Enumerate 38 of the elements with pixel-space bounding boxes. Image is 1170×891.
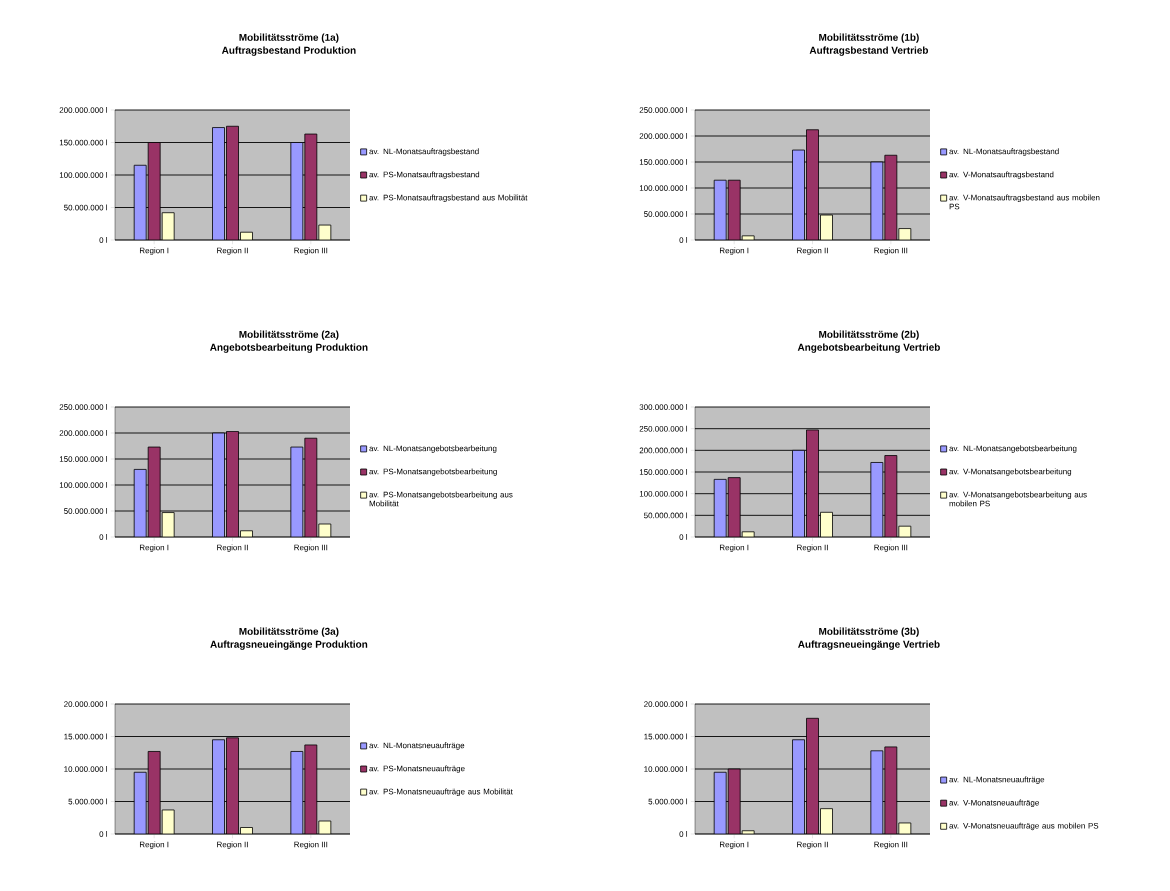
chart-subtitle: Angebotsbearbeitung Produktion: [210, 343, 368, 353]
chart-title: Mobilitätsströme (3a): [239, 627, 339, 637]
chart-subtitle: Auftragsbestand Vertrieb: [809, 46, 929, 56]
chart-title: Mobilitätsströme (1b): [819, 33, 919, 43]
bar: [226, 125, 239, 240]
bar: [290, 446, 304, 537]
bar: [806, 429, 819, 537]
bar: [884, 154, 898, 240]
bar: [792, 739, 805, 835]
bar: [806, 717, 819, 835]
bar: [133, 469, 147, 537]
chart-title: Mobilitätsströme (1a): [239, 33, 339, 43]
bar: [290, 142, 304, 240]
bar: [304, 133, 318, 240]
chart-subtitle: Auftragsbestand Produktion: [221, 46, 356, 56]
bar: [304, 437, 318, 537]
bar: [147, 751, 161, 835]
chart-subtitle: Auftragsneueingänge Vertrieb: [798, 640, 940, 650]
bar: [806, 129, 819, 240]
bar: [133, 164, 147, 240]
bar: [147, 446, 161, 537]
bar: [792, 449, 805, 537]
bar: [212, 432, 225, 537]
bar: [304, 744, 318, 835]
chart-subtitle: Angebotsbearbeitung Vertrieb: [797, 343, 940, 353]
bar: [212, 739, 225, 835]
bar: [226, 431, 239, 537]
bar: [884, 455, 898, 537]
bar: [226, 737, 239, 835]
chart-title: Mobilitätsströme (2b): [819, 330, 919, 340]
bar: [290, 751, 304, 835]
bar: [212, 127, 225, 240]
bar: [727, 477, 741, 537]
chart-subtitle: Auftragsneueingänge Produktion: [210, 640, 368, 650]
chart-title: Mobilitätsströme (3b): [819, 627, 919, 637]
bar: [792, 149, 805, 240]
bar: [147, 142, 161, 240]
chart-title: Mobilitätsströme (2a): [239, 330, 339, 340]
